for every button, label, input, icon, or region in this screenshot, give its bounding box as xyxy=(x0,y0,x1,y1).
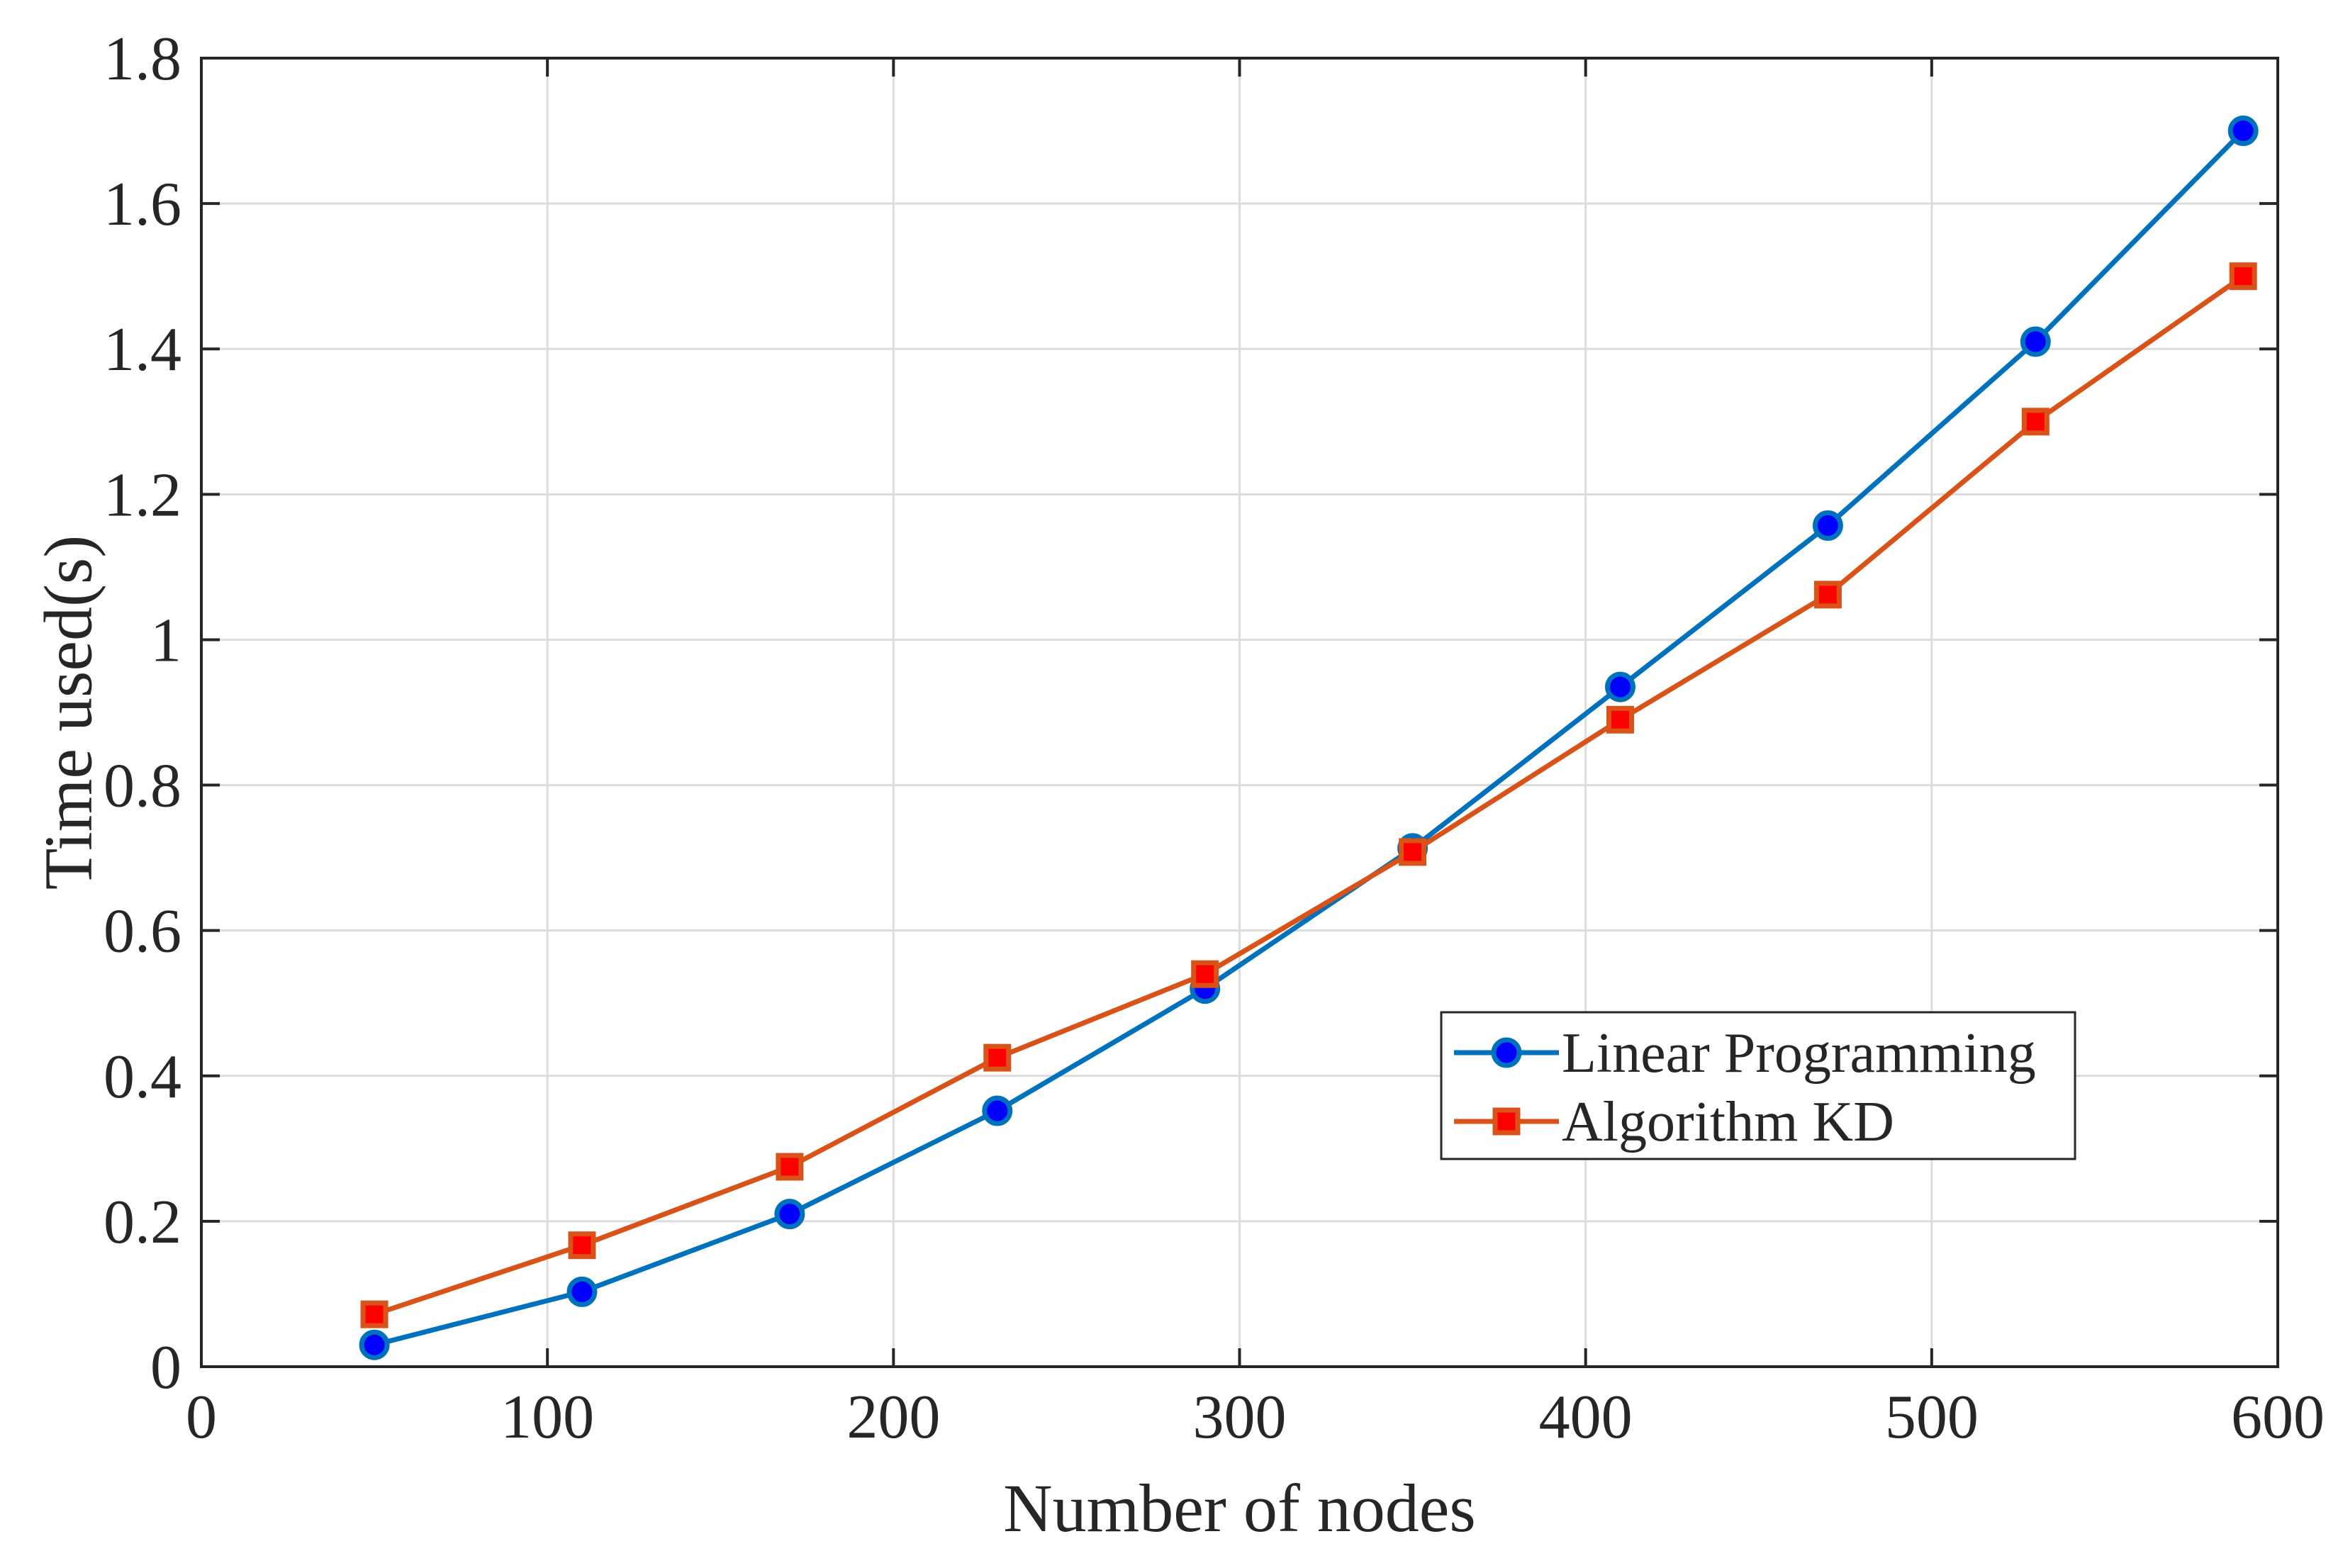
data-point-algorithm-kd xyxy=(1606,705,1634,734)
x-tick-label: 400 xyxy=(1539,1383,1633,1452)
legend-entry-linear-programming: Linear Programming xyxy=(1454,1022,2036,1085)
data-point-linear-programming xyxy=(1604,671,1635,702)
y-axis-title: Time used(s) xyxy=(30,535,106,890)
data-point-algorithm-kd xyxy=(568,1231,596,1260)
axis-ticks: 0 100 200 300 400 500 600 0 0.2 0.4 0.6 0.8 1 1.2 1.4 1… xyxy=(104,25,2325,1452)
y-tick-label: 1.2 xyxy=(104,461,181,530)
data-point-linear-programming xyxy=(2020,326,2051,357)
y-tick-label: 0 xyxy=(150,1333,181,1402)
y-tick-label: 1 xyxy=(150,606,181,675)
data-point-algorithm-kd xyxy=(983,1043,1012,1072)
x-tick-label: 600 xyxy=(2231,1383,2325,1452)
data-point-linear-programming xyxy=(1812,510,1843,541)
x-tick-label: 300 xyxy=(1193,1383,1287,1452)
y-tick-label: 0.8 xyxy=(104,752,181,821)
y-tick-label: 0.6 xyxy=(104,897,181,966)
x-axis-title: Number of nodes xyxy=(1003,1470,1476,1546)
data-point-linear-programming xyxy=(2227,116,2259,147)
data-point-algorithm-kd xyxy=(1813,581,1842,609)
legend-label-algorithm-kd: Algorithm KD xyxy=(1562,1091,1894,1153)
y-tick-label: 1.4 xyxy=(104,315,181,384)
series-line-algorithm-kd xyxy=(373,274,2245,1317)
data-point-algorithm-kd xyxy=(776,1153,804,1181)
y-tick-label: 0.2 xyxy=(104,1188,181,1257)
y-tick-label: 0.4 xyxy=(104,1043,181,1111)
y-tick-label: 1.6 xyxy=(104,170,181,239)
x-tick-label: 500 xyxy=(1885,1383,1979,1452)
data-point-linear-programming xyxy=(982,1095,1013,1126)
data-series xyxy=(359,116,2259,1360)
y-tick-label: 1.8 xyxy=(104,25,181,94)
series-line-linear-programming xyxy=(374,129,2245,1348)
data-point-algorithm-kd xyxy=(1191,960,1219,988)
data-point-algorithm-kd xyxy=(2229,262,2257,291)
data-point-linear-programming xyxy=(774,1199,805,1230)
data-point-linear-programming xyxy=(566,1276,598,1307)
data-point-linear-programming xyxy=(359,1329,390,1360)
x-tick-label: 200 xyxy=(846,1383,940,1452)
legend-entry-algorithm-kd: Algorithm KD xyxy=(1454,1091,1894,1153)
legend-marker-algorithm-kd xyxy=(1492,1107,1521,1136)
x-tick-label: 100 xyxy=(501,1383,594,1452)
legend-label-linear-programming: Linear Programming xyxy=(1562,1022,2036,1085)
legend-marker-linear-programming xyxy=(1491,1037,1522,1068)
x-tick-label: 0 xyxy=(186,1383,217,1452)
data-point-algorithm-kd xyxy=(1399,838,1427,866)
data-point-algorithm-kd xyxy=(2021,408,2050,436)
data-point-algorithm-kd xyxy=(360,1300,388,1328)
series-algorithm-kd xyxy=(360,262,2257,1328)
legend: Linear Programming Algorithm KD xyxy=(1440,1011,2076,1160)
legend-box xyxy=(1440,1011,2076,1160)
